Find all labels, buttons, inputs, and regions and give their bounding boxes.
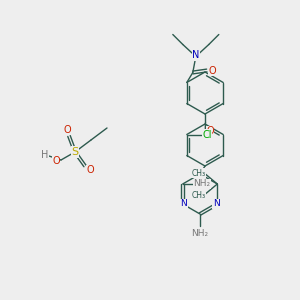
- Text: NH₂: NH₂: [191, 229, 208, 238]
- Text: O: O: [206, 126, 214, 136]
- Text: O: O: [63, 125, 71, 135]
- Text: N: N: [180, 200, 187, 208]
- Text: N: N: [213, 200, 220, 208]
- Text: O: O: [208, 65, 216, 76]
- Text: H: H: [41, 150, 49, 160]
- Text: S: S: [71, 147, 79, 157]
- Text: O: O: [52, 156, 60, 166]
- Text: N: N: [196, 169, 203, 178]
- Text: CH₃: CH₃: [191, 169, 206, 178]
- Text: CH₃: CH₃: [191, 190, 206, 200]
- Text: N: N: [192, 50, 200, 61]
- Text: O: O: [86, 165, 94, 175]
- Text: NH₂: NH₂: [193, 179, 210, 188]
- Text: Cl: Cl: [202, 130, 212, 140]
